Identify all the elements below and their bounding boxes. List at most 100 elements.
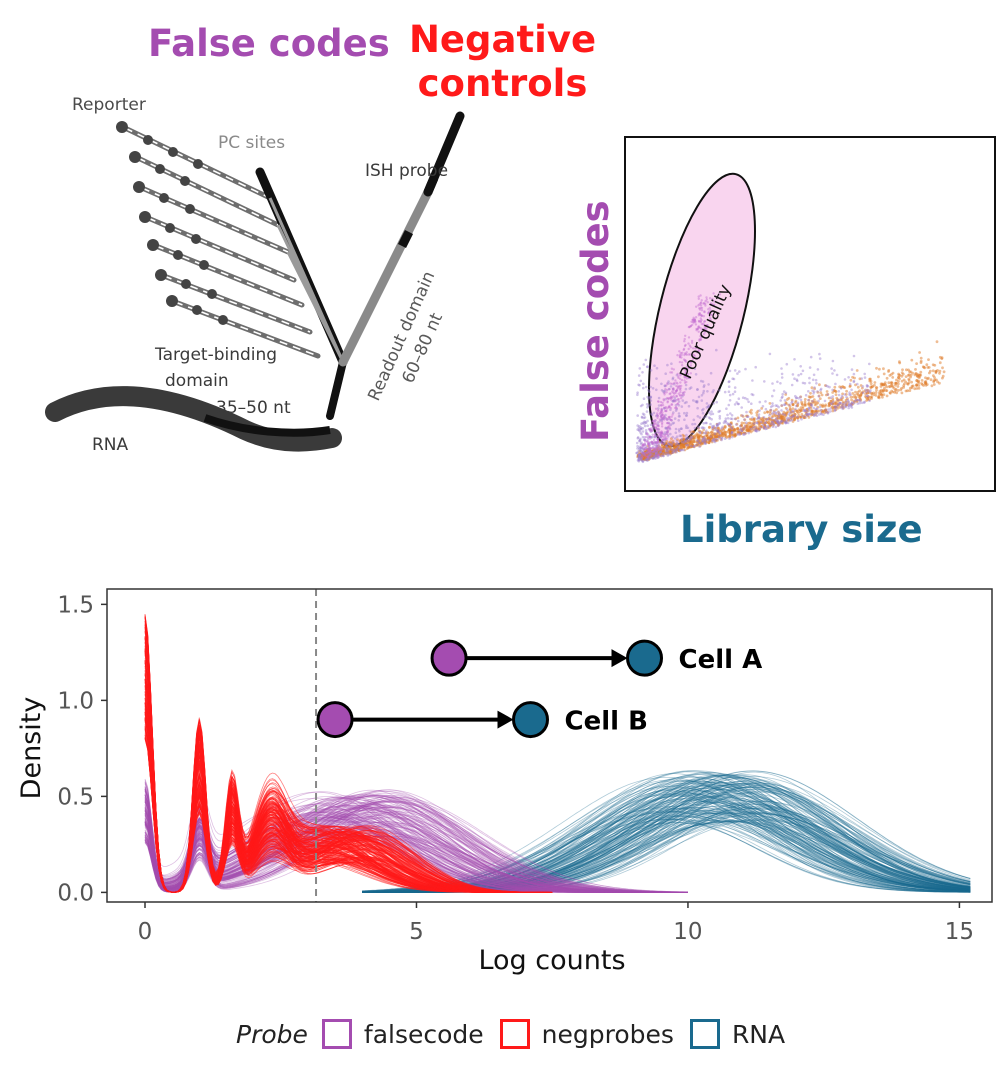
scatter-point: [900, 371, 904, 375]
scatter-point: [759, 418, 763, 422]
scatter-point: [861, 391, 865, 395]
scatter-point: [671, 439, 675, 443]
scatter-point: [807, 412, 811, 416]
scatter-point: [641, 460, 645, 464]
scatter-point: [707, 405, 710, 409]
scatter-point: [767, 425, 770, 429]
scatter-point: [692, 444, 696, 448]
scatter-point: [868, 362, 871, 366]
scatter-point: [660, 441, 664, 444]
x-tick-label: 10: [673, 919, 702, 945]
scatter-point: [637, 374, 641, 377]
scatter-point: [712, 439, 716, 443]
density-curve-RNA: [362, 779, 971, 892]
density-curve-falsecode: [144, 801, 688, 893]
scatter-point: [689, 325, 692, 328]
scatter-point: [654, 457, 657, 460]
scatter-point: [727, 423, 730, 426]
scatter-point: [833, 405, 836, 409]
scatter-point: [794, 399, 798, 403]
scatter-points: [635, 292, 946, 464]
scatter-point: [736, 427, 740, 430]
scatter-point: [668, 392, 671, 396]
scatter-point: [699, 335, 702, 338]
scatter-point: [792, 414, 795, 418]
scatter-point: [668, 387, 671, 391]
scatter-point: [701, 439, 705, 443]
scatter-point: [656, 456, 659, 460]
scatter-point: [672, 391, 675, 394]
scatter-point: [697, 395, 701, 399]
scatter-point: [692, 418, 696, 422]
scatter-point: [829, 410, 832, 413]
scatter-point: [812, 398, 816, 402]
scatter-point: [721, 425, 724, 429]
scatter-point: [668, 426, 671, 430]
scatter-point: [652, 426, 655, 429]
scatter-point: [656, 454, 660, 457]
scatter-point: [669, 392, 672, 395]
scatter-point: [740, 429, 744, 432]
scatter-point: [636, 424, 639, 427]
scatter-point: [644, 421, 648, 425]
scatter-point: [705, 433, 709, 437]
scatter-point: [720, 427, 723, 430]
scatter-point: [836, 406, 840, 410]
scatter-point: [668, 415, 671, 419]
scatter-point: [708, 306, 711, 310]
scatter-point: [668, 416, 671, 419]
scatter-point: [747, 431, 750, 435]
scatter-point: [702, 426, 706, 430]
scatter-point: [780, 372, 784, 376]
scatter-point: [640, 456, 643, 460]
scatter-point: [791, 409, 794, 413]
scatter-point: [704, 438, 707, 442]
scatter-point: [648, 457, 652, 460]
density-curve-falsecode: [144, 808, 688, 893]
density-curve-falsecode: [144, 789, 688, 893]
scatter-point: [731, 392, 735, 396]
scatter-point: [706, 405, 710, 408]
scatter-point: [684, 360, 688, 363]
scatter-point: [675, 384, 678, 388]
scatter-point: [828, 404, 831, 407]
scatter-point: [678, 355, 682, 358]
scatter-point: [700, 328, 703, 331]
scatter-point: [641, 459, 645, 463]
scatter-point: [639, 458, 643, 461]
scatter-point: [790, 383, 794, 387]
scatter-point: [707, 416, 711, 419]
scatter-point: [699, 320, 702, 324]
scatter-point: [677, 419, 680, 422]
scatter-point: [803, 415, 807, 419]
scatter-point: [689, 437, 693, 440]
scatter-point: [646, 395, 649, 399]
scatter-point: [797, 373, 800, 377]
scatter-point: [764, 407, 768, 411]
scatter-point: [683, 418, 686, 422]
scatter-point: [647, 447, 651, 451]
scatter-point: [642, 386, 645, 390]
scatter-point: [833, 409, 837, 413]
scatter-point: [702, 416, 706, 419]
scatter-point: [651, 419, 655, 423]
scatter-point: [710, 410, 713, 413]
scatter-point: [700, 394, 704, 397]
scatter-point: [639, 431, 642, 434]
scatter-point: [907, 368, 910, 372]
scatter-point: [659, 433, 662, 437]
scatter-point: [885, 376, 889, 380]
scatter-point: [755, 421, 758, 425]
scatter-point: [693, 318, 696, 322]
scatter-point: [696, 443, 700, 447]
scatter-point: [822, 413, 825, 417]
scatter-point: [659, 448, 663, 452]
scatter-point: [642, 444, 645, 447]
scatter-point: [900, 391, 904, 395]
scatter-point: [755, 413, 759, 417]
scatter-point: [836, 399, 840, 403]
scatter-point: [844, 405, 847, 409]
scatter-point: [642, 447, 646, 451]
scatter-point: [816, 391, 820, 394]
scatter-point: [726, 413, 729, 417]
